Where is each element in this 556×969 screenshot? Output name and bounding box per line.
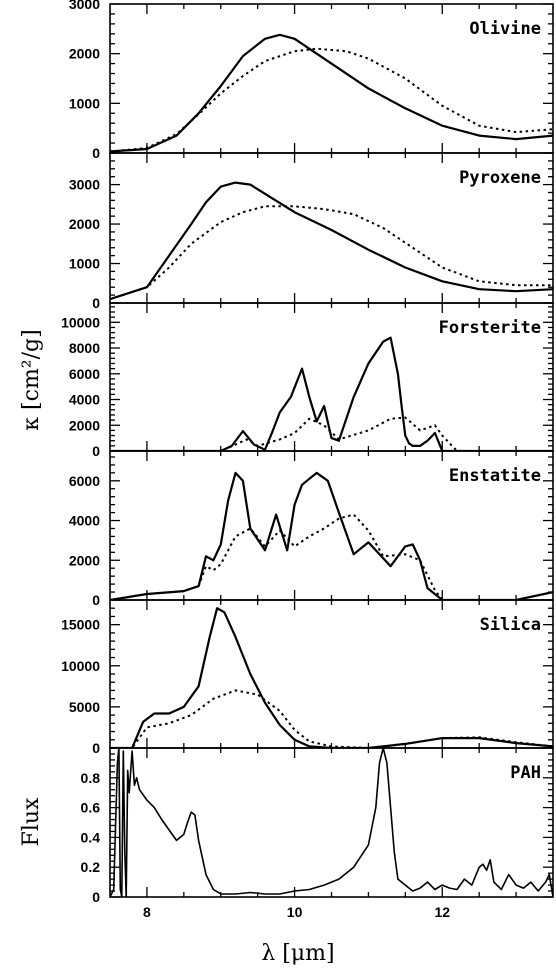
series-dotted: [110, 689, 553, 748]
y-tick-label: 5000: [69, 699, 100, 715]
y-tick-label: 1000: [69, 256, 100, 272]
panel-pah: 0 0.2 0.4 0.6 0.8 PAH: [81, 747, 554, 905]
panel-label: Forsterite: [439, 318, 541, 338]
series-dotted: [110, 47, 553, 153]
panel-pyroxene: 0 1000 2000 3000 Pyroxene: [69, 152, 554, 311]
y-tick-label: 3000: [69, 177, 100, 193]
y-tick-label: 2000: [69, 216, 100, 232]
panel-olivine: 0 1000 2000 3000 Olivine: [69, 0, 554, 161]
y-tick-label: 6000: [69, 366, 100, 382]
series-dotted: [110, 513, 553, 600]
series-solid: [110, 607, 553, 748]
panel-frame: [109, 747, 554, 898]
series-dotted: [110, 205, 553, 301]
y-tick-label: 0: [92, 145, 100, 161]
panel-silica: 0 5000 10000 15000 Silica: [61, 599, 554, 756]
y-tick-label: 8000: [69, 340, 100, 356]
y-tick-label: 0: [92, 740, 100, 756]
y-tick-label: 4000: [69, 392, 100, 408]
panel-label: Olivine: [469, 19, 541, 39]
y-tick-label: 2000: [69, 46, 100, 62]
panel-forsterite: 0 2000 4000 6000 8000 10000 Forsterite: [61, 302, 554, 459]
series-dotted: [110, 416, 553, 451]
y-tick-label: 2000: [69, 417, 100, 433]
y-tick-label: 0.6: [81, 800, 101, 816]
y-tick-label: 15000: [61, 617, 100, 633]
y-tick-label: 0: [92, 889, 100, 905]
panel-label: Silica: [480, 615, 541, 635]
series-solid: [110, 336, 553, 451]
y-tick-label: 1000: [69, 95, 100, 111]
y-tick-label: 10000: [61, 314, 100, 330]
series-solid: [110, 33, 553, 153]
panel-enstatite: 0 2000 4000 6000 Enstatite: [69, 450, 554, 608]
flux-axis-label: Flux: [19, 797, 44, 846]
x-axis-label: λ [μm]: [261, 941, 334, 966]
y-tick-label: 0.2: [81, 859, 101, 875]
y-tick-label: 0.4: [81, 829, 101, 845]
y-tick-label: 0.8: [81, 770, 101, 786]
y-tick-label: 0: [92, 443, 100, 459]
y-tick-label: 10000: [61, 658, 100, 674]
y-tick-label: 4000: [69, 513, 100, 529]
y-tick-label: 2000: [69, 552, 100, 568]
y-axis-label: κ [cm²/g]: [19, 329, 44, 430]
panel-label: Pyroxene: [459, 168, 541, 188]
series-pah: [110, 748, 553, 897]
series-solid: [110, 471, 553, 600]
y-tick-label: 3000: [69, 0, 100, 12]
y-tick-label: 6000: [69, 473, 100, 489]
series-solid: [110, 181, 553, 301]
panel-label: Enstatite: [449, 466, 541, 486]
y-tick-label: 0: [92, 295, 100, 311]
x-tick-label: 8: [143, 904, 151, 920]
x-tick-label: 12: [434, 904, 450, 920]
y-tick-label: 0: [92, 592, 100, 608]
x-tick-label: 10: [287, 904, 303, 920]
panel-label: PAH: [510, 763, 541, 783]
